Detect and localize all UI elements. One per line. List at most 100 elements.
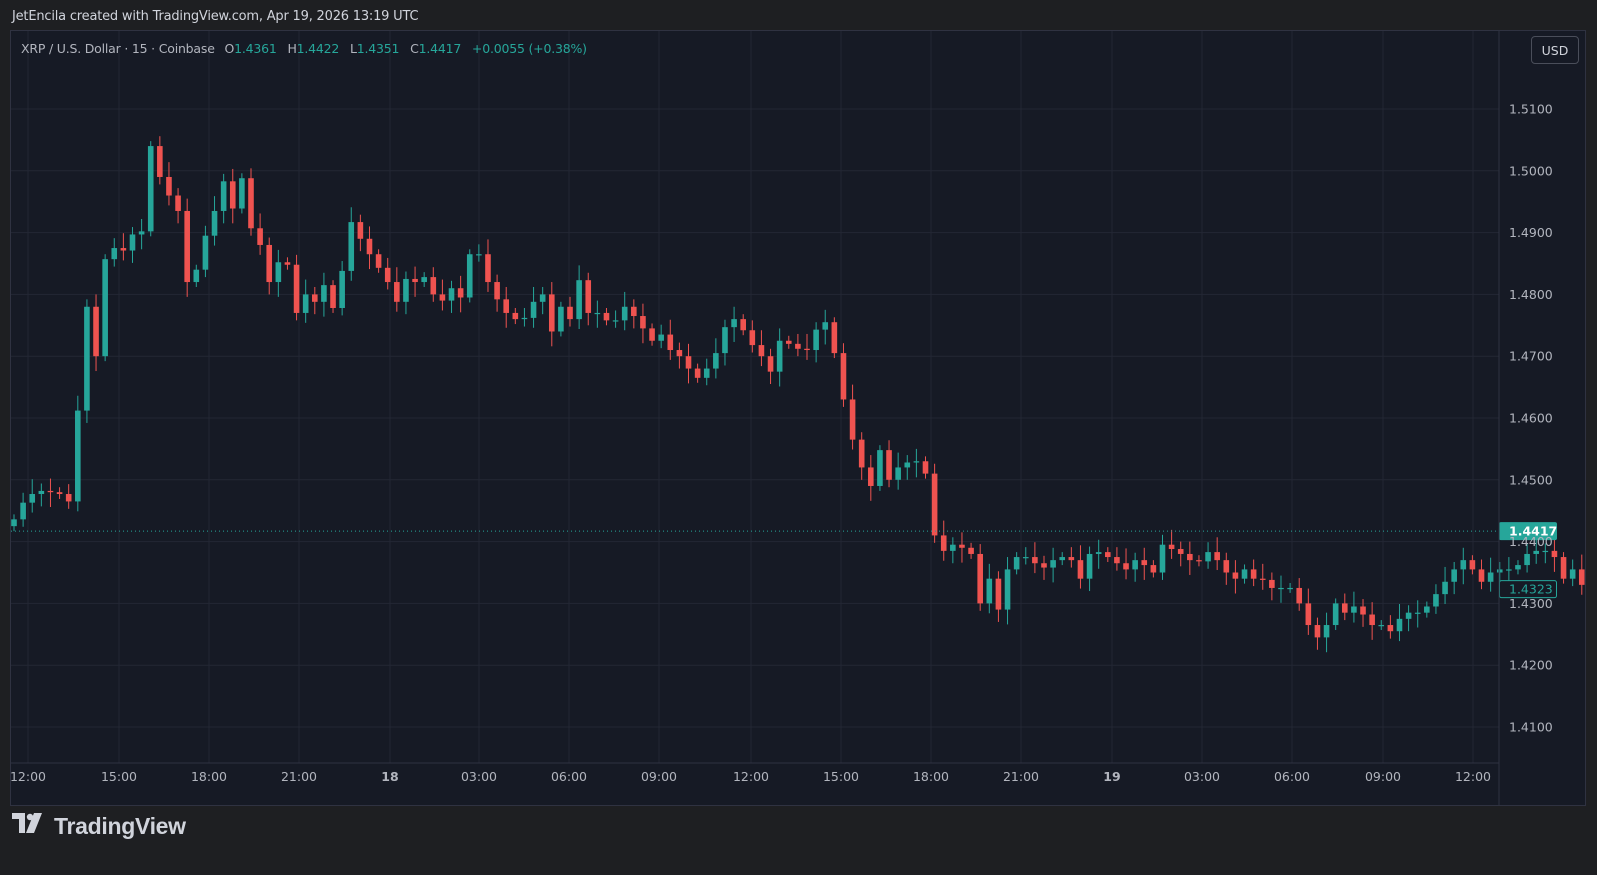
currency-button[interactable]: USD	[1531, 36, 1579, 64]
chart-credit: JetEncila created with TradingView.com, …	[12, 9, 419, 24]
candle	[339, 261, 345, 316]
candle-body	[959, 544, 965, 548]
candle-body	[1533, 550, 1540, 554]
candle-body	[1305, 603, 1312, 626]
candle-body	[1369, 614, 1375, 626]
candle-body	[348, 222, 355, 271]
price-axis: 1.4100 1.4200 1.4300 1.4400 1.4500 1.4600 1.47…	[1498, 31, 1553, 805]
candle-body	[795, 343, 801, 349]
candle-body	[1250, 569, 1257, 579]
candle	[166, 162, 172, 206]
candle	[193, 264, 200, 287]
candle	[1177, 541, 1184, 567]
candle-body	[120, 248, 127, 251]
candle-body	[1442, 581, 1448, 595]
candle-body	[1515, 565, 1521, 570]
candle	[11, 514, 17, 532]
candle	[913, 448, 920, 478]
candle	[1050, 547, 1056, 583]
candle	[877, 445, 883, 491]
candle-body	[1278, 587, 1284, 590]
candle-body	[29, 494, 36, 503]
symbol-legend[interactable]: XRP / U.S. Dollar · 15 · Coinbase O1.436…	[21, 41, 587, 56]
candle-body	[494, 282, 500, 300]
candle	[959, 532, 965, 563]
close-value: 1.4417	[418, 41, 462, 56]
candle-body	[649, 328, 655, 341]
candle-body	[722, 327, 728, 354]
candle	[494, 274, 500, 312]
candle-body	[995, 578, 1002, 610]
candle-body	[75, 410, 81, 502]
candle	[1524, 544, 1530, 573]
candle-body	[193, 269, 200, 283]
candle-body	[129, 234, 136, 251]
candle-body	[1095, 552, 1102, 554]
candle	[767, 348, 774, 385]
last-price-label: 1.4417	[1509, 524, 1557, 539]
time-tick-label: 09:00	[641, 769, 677, 784]
candle-body	[1150, 565, 1157, 573]
price-tick-label: 1.5100	[1509, 102, 1553, 117]
candle	[1515, 560, 1521, 575]
candle-body	[229, 181, 236, 209]
candle-body	[913, 461, 920, 463]
candle	[47, 478, 54, 507]
candle-body	[731, 319, 737, 328]
candle	[1424, 601, 1430, 618]
candle	[1341, 593, 1348, 621]
candle-body	[676, 350, 683, 357]
candle	[1396, 604, 1403, 642]
candle	[1259, 563, 1266, 590]
candle	[1105, 547, 1111, 562]
candle	[175, 188, 181, 224]
candle-body	[1487, 572, 1494, 582]
candle-body	[1314, 625, 1321, 638]
price-tick-label: 1.4500	[1509, 472, 1553, 487]
candle-body	[539, 294, 546, 302]
candle-body	[275, 262, 282, 283]
candle	[950, 537, 956, 564]
candle-body	[1259, 578, 1266, 580]
tradingview-brand[interactable]: TradingView	[12, 813, 186, 840]
candle-body	[1196, 560, 1202, 562]
price-tick-label: 1.4900	[1509, 225, 1553, 240]
candle	[84, 299, 90, 423]
candle-body	[1013, 557, 1020, 570]
symbol-title[interactable]: XRP / U.S. Dollar · 15 · Coinbase	[21, 41, 215, 56]
candle-body	[430, 277, 437, 295]
candle	[1533, 536, 1540, 564]
candle-body	[102, 259, 108, 357]
candle-body	[694, 368, 701, 378]
candle	[558, 301, 564, 337]
candle	[1004, 557, 1011, 625]
chart-area[interactable]: 1.4417 1.4323 1.4100 1.4200 1.4300 1.4400 1.4…	[10, 30, 1586, 806]
candle-body	[157, 146, 163, 177]
candle	[1469, 555, 1476, 575]
candle	[1095, 539, 1102, 569]
candle-body	[1059, 557, 1066, 561]
candle-body	[585, 280, 592, 313]
candle	[968, 542, 974, 559]
candle	[357, 214, 364, 252]
candle	[512, 307, 519, 325]
candle-body	[931, 473, 938, 536]
candle-body	[512, 312, 519, 320]
time-axis: 12:00 15:00 18:00 21:00 18 03:00 06:00 09:00 12:…	[11, 762, 1499, 784]
price-tick-label: 1.4300	[1509, 596, 1553, 611]
candle	[658, 324, 664, 349]
candle	[1369, 602, 1375, 640]
candle	[1241, 564, 1248, 584]
candle	[1351, 591, 1357, 623]
candle	[503, 286, 510, 328]
candle	[321, 272, 327, 317]
candle	[722, 319, 728, 366]
candle-body	[1114, 557, 1120, 564]
candle	[567, 296, 573, 327]
candle-body	[466, 254, 473, 298]
candle	[1378, 620, 1385, 630]
time-tick-label: 06:00	[551, 769, 587, 784]
candle-body	[284, 262, 291, 265]
candle-body	[1578, 569, 1585, 585]
